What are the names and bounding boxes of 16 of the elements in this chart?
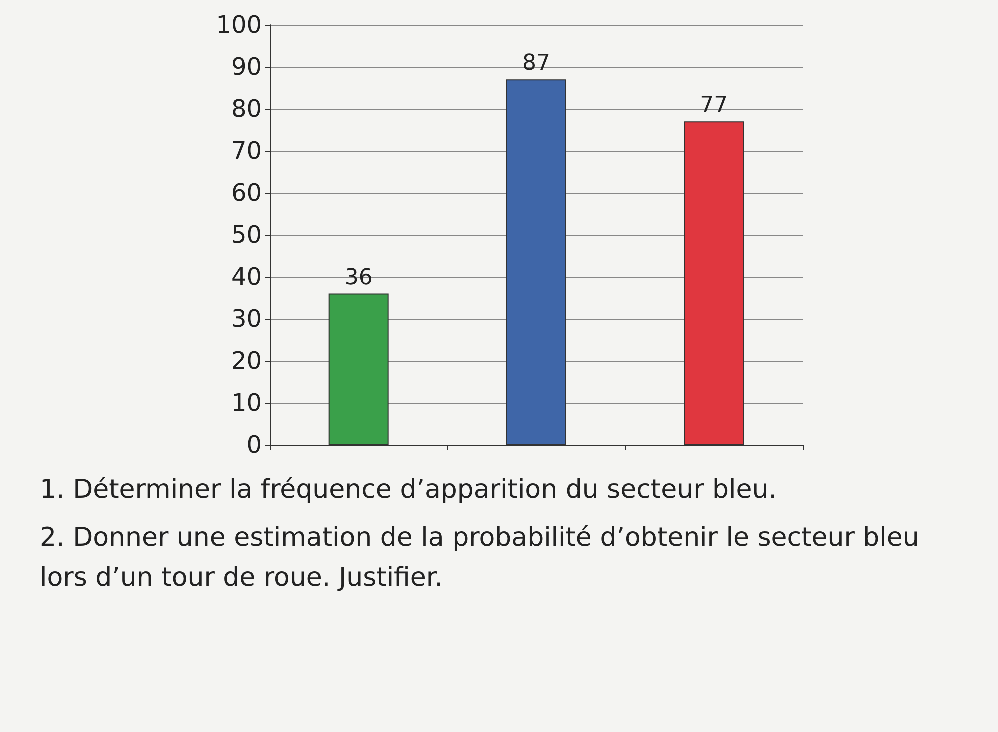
y-tick-label: 30 <box>231 305 262 333</box>
y-tick-label: 90 <box>231 53 262 81</box>
y-tick-label: 40 <box>231 263 262 291</box>
y-tick-label: 0 <box>246 431 262 459</box>
y-tick-label: 50 <box>231 221 262 249</box>
data-label: 87 <box>522 51 550 76</box>
data-label: 77 <box>700 93 728 118</box>
data-label: 36 <box>344 265 373 290</box>
y-tick-label: 70 <box>231 137 262 165</box>
y-tick-label: 60 <box>231 179 262 207</box>
y-tick-label: 80 <box>231 95 262 123</box>
y-tick-label: 10 <box>231 389 262 417</box>
text: 2. Donner une estimation de la probabilité d’obtenir le secteur bleu lors d’un tour de roue. Justifier. <box>40 522 920 595</box>
y-tick-label: 20 <box>231 347 262 375</box>
text: 1. Déterminer la fréquence d’apparition du secteur bleu. <box>40 474 778 507</box>
y-tick-label: 100 <box>216 11 262 39</box>
